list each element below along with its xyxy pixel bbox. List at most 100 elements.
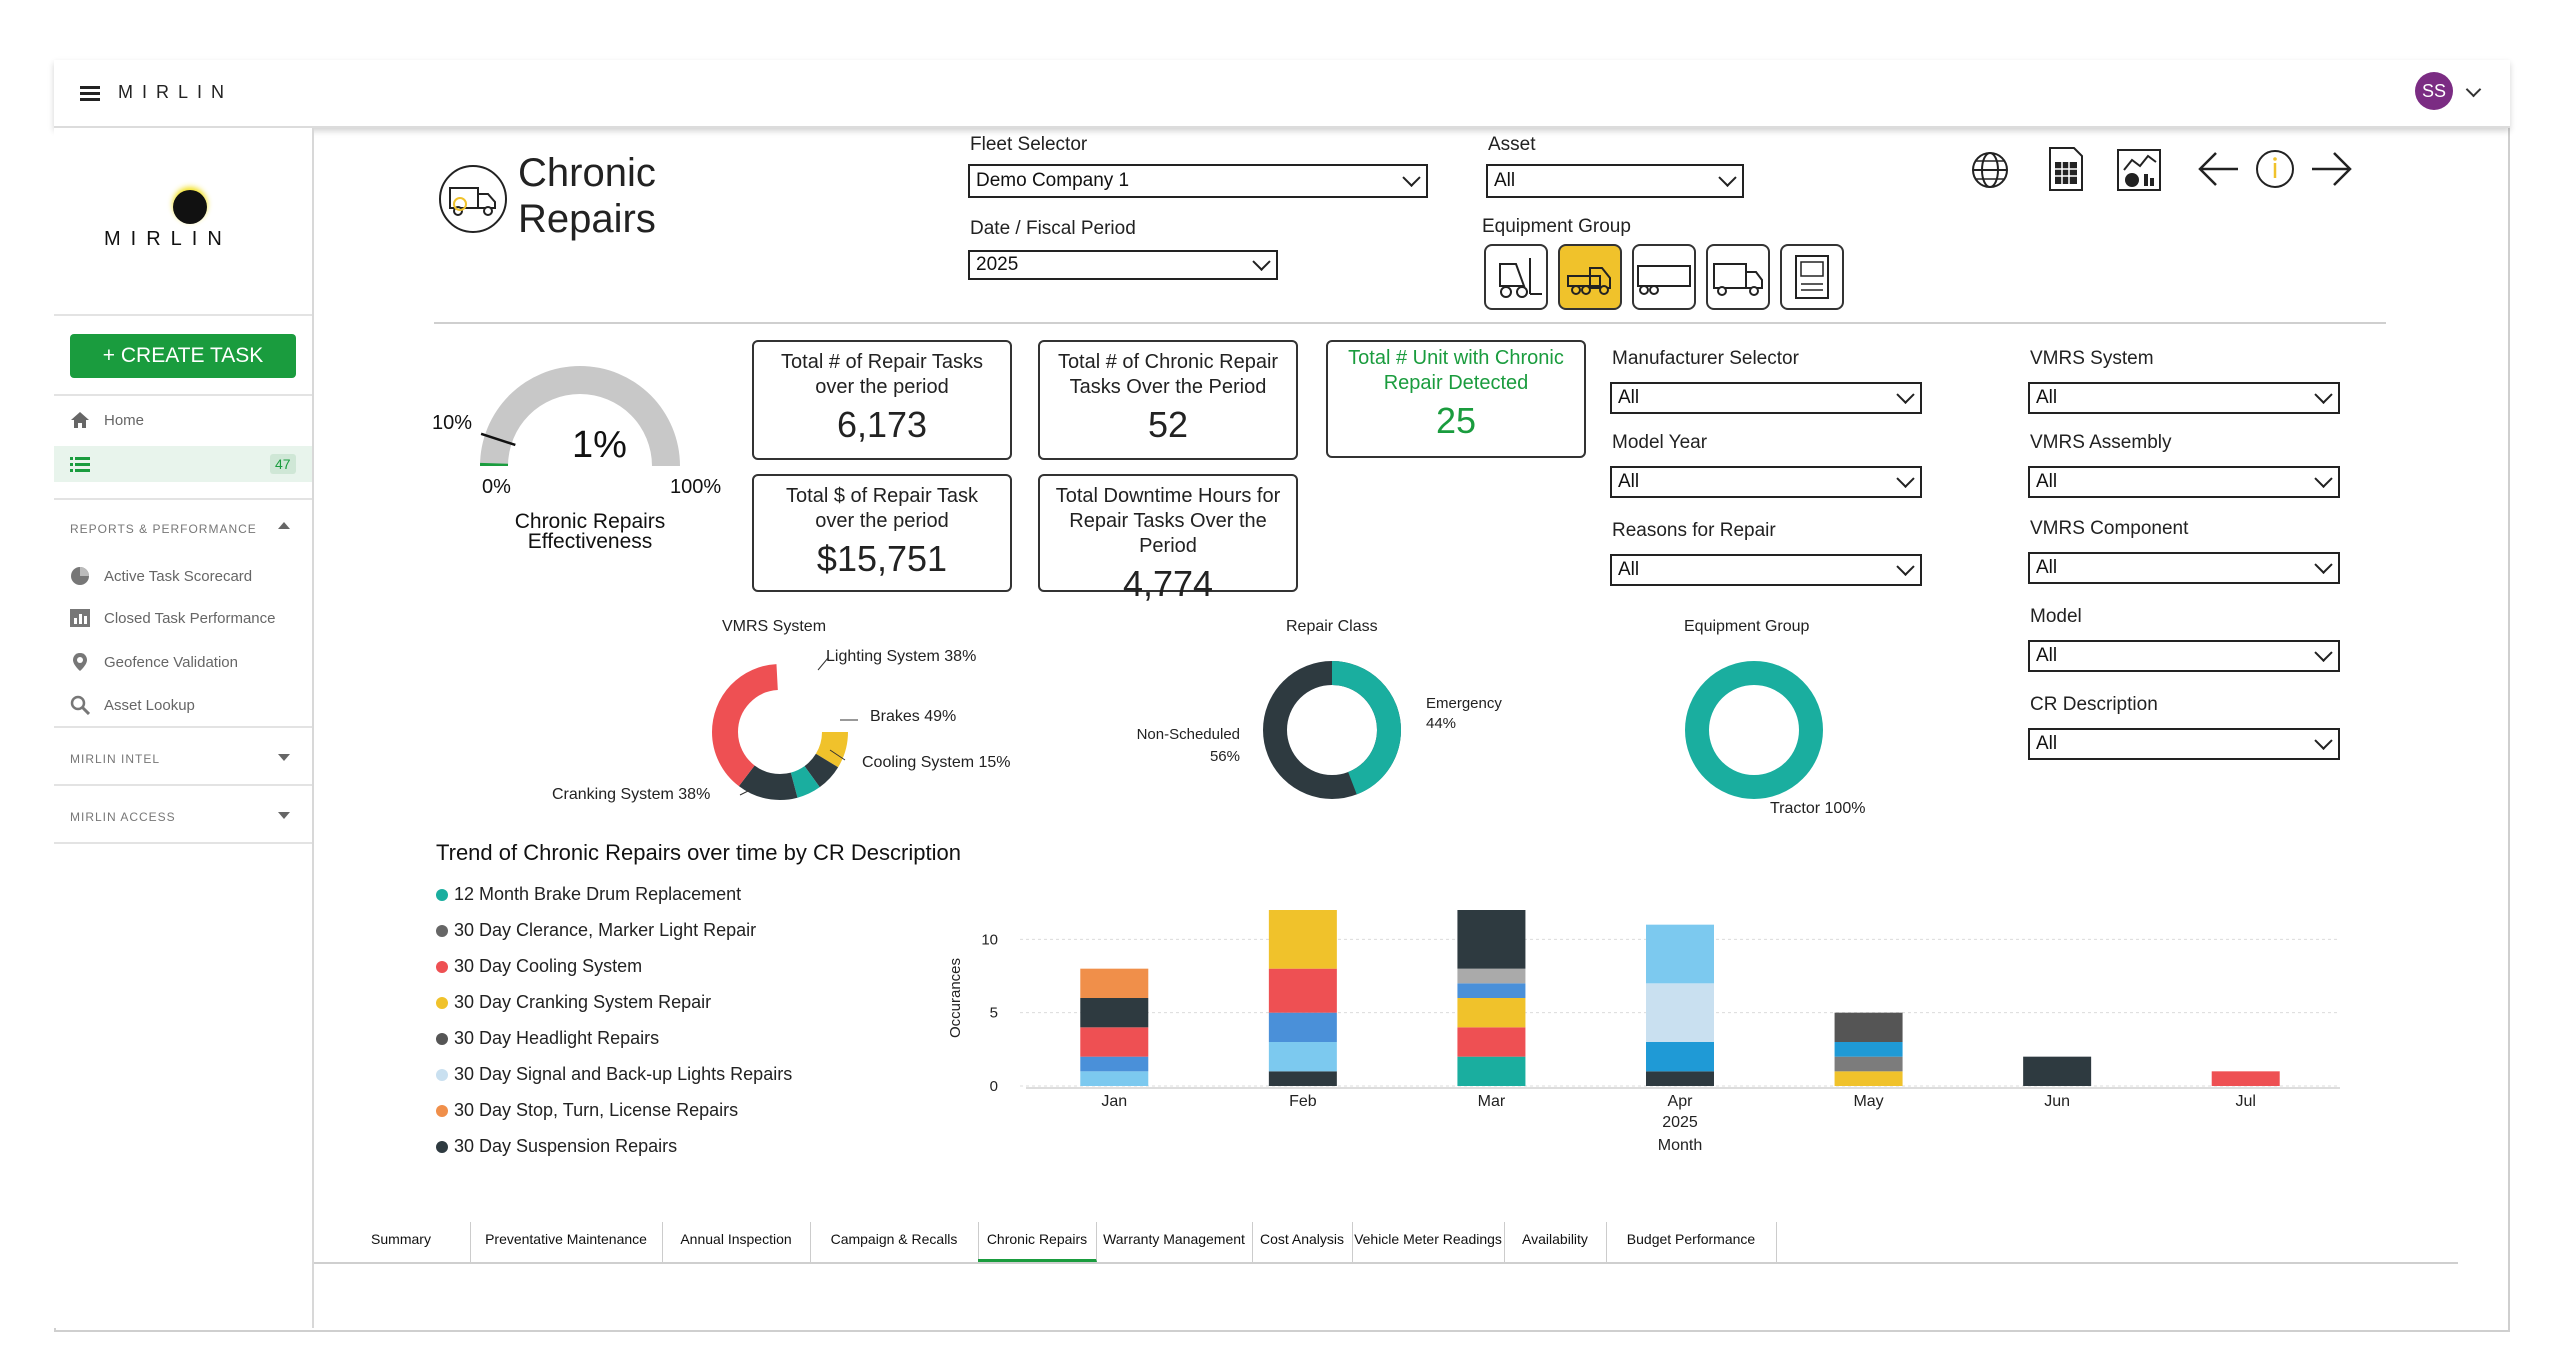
page-title: Chronic Repairs bbox=[518, 151, 656, 241]
search-icon bbox=[70, 695, 90, 715]
legend-item[interactable]: 30 Day Cranking System Repair bbox=[436, 992, 711, 1013]
chevron-down-icon[interactable] bbox=[2465, 81, 2482, 98]
sidebar-item-tasks[interactable]: 47 bbox=[54, 446, 312, 482]
legend-item[interactable]: 30 Day Clerance, Marker Light Repair bbox=[436, 920, 756, 941]
mirlin-intel-section-header[interactable]: MIRLIN INTEL bbox=[70, 752, 161, 766]
reasons-label: Reasons for Repair bbox=[1612, 520, 1776, 541]
sidebar-item-geofence-validation[interactable]: Geofence Validation bbox=[70, 652, 238, 672]
legend-label: 30 Day Cooling System bbox=[454, 956, 643, 976]
tab-cost-analysis[interactable]: Cost Analysis bbox=[1252, 1222, 1353, 1262]
legend-item[interactable]: 30 Day Headlight Repairs bbox=[436, 1028, 659, 1049]
back-arrow-icon[interactable] bbox=[2196, 150, 2240, 188]
bar-segment bbox=[1457, 998, 1526, 1028]
sidebar-item-asset-lookup[interactable]: Asset Lookup bbox=[70, 695, 195, 715]
sidebar-item-active-task-scorecard[interactable]: Active Task Scorecard bbox=[70, 566, 252, 586]
tab-campaign-recalls[interactable]: Campaign & Recalls bbox=[810, 1222, 979, 1262]
bar-segment bbox=[1834, 1012, 1903, 1042]
bar-segment bbox=[1268, 1042, 1337, 1072]
vmrs-assembly-dropdown[interactable]: All bbox=[2028, 466, 2340, 498]
sidebar-item-label: Asset Lookup bbox=[104, 696, 195, 714]
legend-label: 30 Day Cranking System Repair bbox=[454, 992, 712, 1012]
chevron-down-icon bbox=[1896, 469, 1915, 488]
cr-description-label: CR Description bbox=[2030, 694, 2158, 715]
vmrs-label-cooling: Cooling System 15% bbox=[862, 754, 1011, 771]
vmrs-label-lighting: Lighting System 38% bbox=[826, 648, 977, 665]
info-icon[interactable] bbox=[2254, 148, 2296, 190]
model-year-label: Model Year bbox=[1612, 432, 1708, 453]
legend-label: 12 Month Brake Drum Replacement bbox=[454, 884, 742, 904]
vmrs-slice-cranking bbox=[712, 664, 848, 800]
equipment-forklift-button[interactable] bbox=[1484, 244, 1548, 310]
globe-icon[interactable] bbox=[1970, 150, 2010, 190]
repair-class-donut-title: Repair Class bbox=[1286, 618, 1378, 635]
chevron-down-icon bbox=[2314, 385, 2333, 404]
bar-segment bbox=[1457, 983, 1526, 998]
tab-vehicle-meter-readings[interactable]: Vehicle Meter Readings bbox=[1352, 1222, 1505, 1262]
fleet-selector-dropdown[interactable]: Demo Company 1 bbox=[968, 164, 1428, 198]
legend-item[interactable]: 12 Month Brake Drum Replacement bbox=[436, 884, 741, 905]
tab-chronic-repairs[interactable]: Chronic Repairs bbox=[978, 1222, 1097, 1262]
asset-dropdown[interactable]: All bbox=[1486, 164, 1744, 198]
forklift-icon bbox=[1499, 258, 1542, 298]
mirlin-access-section-header[interactable]: MIRLIN ACCESS bbox=[70, 810, 176, 824]
chevron-up-icon[interactable] bbox=[278, 522, 290, 529]
tab-availability[interactable]: Availability bbox=[1504, 1222, 1607, 1262]
avatar[interactable]: SS bbox=[2415, 72, 2453, 110]
manufacturer-dropdown[interactable]: All bbox=[1610, 382, 1922, 414]
legend-dot-icon bbox=[436, 1032, 448, 1045]
period-dropdown[interactable]: 2025 bbox=[968, 250, 1278, 280]
chevron-down-icon[interactable] bbox=[278, 812, 290, 819]
legend-dot-icon bbox=[436, 1104, 448, 1117]
vmrs-slice-cooling bbox=[712, 664, 848, 800]
tab-preventative-maintenance[interactable]: Preventative Maintenance bbox=[470, 1222, 663, 1262]
spreadsheet-export-icon[interactable] bbox=[2046, 146, 2086, 192]
legend-item[interactable]: 30 Day Suspension Repairs bbox=[436, 1136, 677, 1157]
create-task-button[interactable]: + CREATE TASK bbox=[70, 334, 296, 378]
chevron-down-icon bbox=[2314, 731, 2333, 750]
equipment-refrigerated-unit-button[interactable] bbox=[1780, 244, 1844, 310]
top-brand: MIRLIN bbox=[118, 82, 234, 102]
effectiveness-gauge bbox=[480, 366, 680, 466]
sidebar-item-label: Geofence Validation bbox=[104, 653, 238, 671]
hamburger-menu-icon[interactable] bbox=[80, 86, 100, 101]
cr-description-dropdown[interactable]: All bbox=[2028, 728, 2340, 760]
forward-arrow-icon[interactable] bbox=[2310, 150, 2354, 188]
legend-item[interactable]: 30 Day Cooling System bbox=[436, 956, 642, 977]
asset-label: Asset bbox=[1488, 134, 1536, 155]
legend-item[interactable]: 30 Day Signal and Back-up Lights Repairs bbox=[436, 1064, 792, 1085]
vmrs-component-dropdown[interactable]: All bbox=[2028, 552, 2340, 584]
report-chart-icon[interactable] bbox=[2116, 148, 2162, 192]
vmrs-assembly-label: VMRS Assembly bbox=[2030, 432, 2172, 453]
bar-segment bbox=[1080, 968, 1149, 998]
sidebar: MIRLIN + CREATE TASK Home 47 REPORTS & P… bbox=[54, 128, 314, 1328]
gauge-caption: Chronic Repairs Effectiveness bbox=[514, 510, 666, 553]
bar-segment bbox=[1646, 1071, 1714, 1086]
kpi-downtime-hours: Total Downtime Hours for Repair Tasks Ove… bbox=[1038, 474, 1298, 604]
tab-warranty-management[interactable]: Warranty Management bbox=[1096, 1222, 1253, 1262]
bar-segment bbox=[1646, 983, 1714, 1042]
equipment-trailer-button[interactable] bbox=[1632, 244, 1696, 310]
tabs-baseline bbox=[314, 1262, 2458, 1264]
equipment-tractor-button[interactable] bbox=[1558, 244, 1622, 310]
equipment-box-truck-button[interactable] bbox=[1706, 244, 1770, 310]
x-tick-label: Jun bbox=[2044, 1093, 2070, 1110]
legend-item[interactable]: 30 Day Stop, Turn, License Repairs bbox=[436, 1100, 738, 1121]
legend-label: 30 Day Suspension Repairs bbox=[454, 1136, 678, 1156]
legend-label: 30 Day Clerance, Marker Light Repair bbox=[454, 920, 757, 940]
tab-budget-performance[interactable]: Budget Performance bbox=[1606, 1222, 1777, 1262]
location-pin-icon bbox=[73, 653, 87, 671]
reports-section-header[interactable]: REPORTS & PERFORMANCE bbox=[70, 522, 257, 536]
tab-summary[interactable]: Summary bbox=[332, 1222, 471, 1262]
tab-annual-inspection[interactable]: Annual Inspection bbox=[662, 1222, 811, 1262]
reasons-dropdown[interactable]: All bbox=[1610, 554, 1922, 586]
chevron-down-icon[interactable] bbox=[278, 754, 290, 761]
vmrs-system-dropdown[interactable]: All bbox=[2028, 382, 2340, 414]
model-year-dropdown[interactable]: All bbox=[1610, 466, 1922, 498]
sidebar-item-home[interactable]: Home bbox=[70, 411, 144, 429]
sidebar-item-closed-task-performance[interactable]: Closed Task Performance bbox=[70, 609, 275, 627]
gauge-target-label: 10% bbox=[432, 412, 473, 434]
model-dropdown[interactable]: All bbox=[2028, 640, 2340, 672]
legend-dot-icon bbox=[436, 1140, 448, 1153]
bar-segment bbox=[1268, 1071, 1337, 1086]
kpi-value: 25 bbox=[1435, 400, 1477, 441]
